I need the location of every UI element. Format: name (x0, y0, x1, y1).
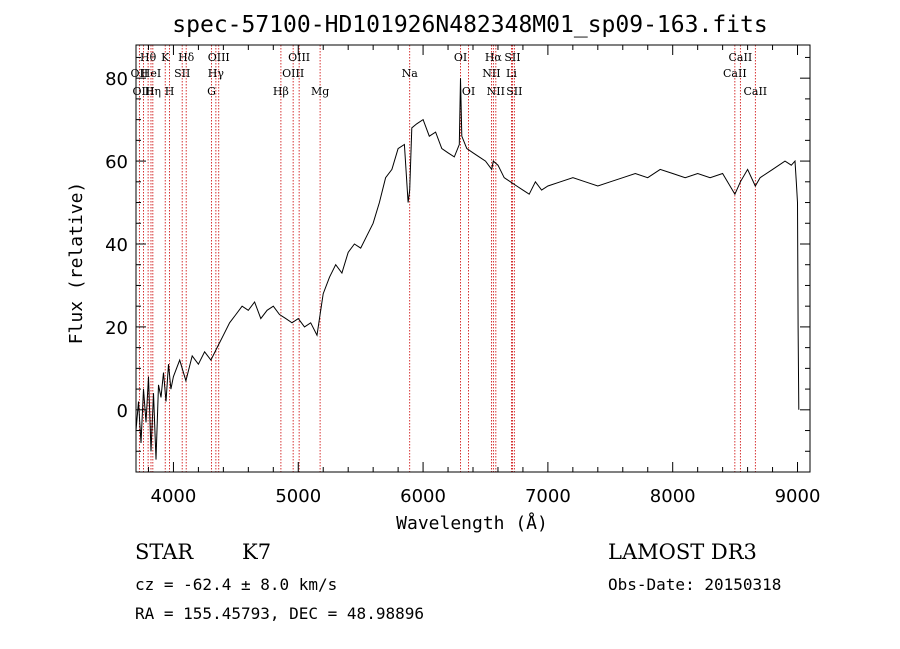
line-label-11: G (207, 85, 216, 98)
line-label-1: OII (131, 67, 149, 80)
line-label-2: HeI (141, 67, 161, 80)
chart-title: spec-57100-HD101926N482348M01_sp09-163.f… (172, 12, 767, 38)
subclass-label: K7 (242, 540, 272, 564)
line-label-8: Hδ (178, 51, 195, 64)
coordinates-text: RA = 155.45793, DEC = 48.98896 (135, 604, 424, 623)
line-label-26: CaII (723, 67, 747, 80)
line-label-23: Li (506, 67, 517, 80)
x-tick-label-0: 4000 (151, 486, 197, 507)
spectral-line-markers (138, 45, 756, 472)
survey-label: LAMOST DR3 (608, 540, 757, 564)
x-tick-label-5: 9000 (775, 486, 821, 507)
y-tick-label-3: 60 (105, 152, 128, 173)
y-tick-label-1: 20 (105, 318, 128, 339)
y-tick-label-0: 0 (117, 401, 128, 422)
x-tick-label-3: 7000 (525, 486, 571, 507)
x-axis-label: Wavelength (Å) (396, 512, 548, 534)
line-label-6: H (165, 85, 175, 98)
y-tick-label-4: 80 (105, 69, 128, 90)
x-axis-ticks: 4000 5000 6000 7000 8000 9000 (147, 45, 821, 507)
line-label-25: CaII (729, 51, 753, 64)
line-label-15: Mg (311, 85, 329, 98)
line-label-24: SII (506, 85, 522, 98)
x-tick-label-1: 5000 (275, 486, 321, 507)
spectrum-chart: spec-57100-HD101926N482348M01_sp09-163.f… (66, 12, 821, 534)
line-label-7: SII (174, 67, 190, 80)
line-label-9: OIII (208, 51, 230, 64)
line-label-22: SII (504, 51, 520, 64)
obs-date-text: Obs-Date: 20150318 (608, 575, 782, 594)
line-label-13: OIII (282, 67, 304, 80)
line-label-21: NII (487, 85, 505, 98)
line-label-0: Hθ (140, 51, 157, 64)
x-tick-label-2: 6000 (400, 486, 446, 507)
plot-frame (135, 44, 811, 473)
y-axis-label: Flux (relative) (66, 182, 87, 345)
line-label-20: NII (482, 67, 500, 80)
class-label: STAR (135, 540, 194, 564)
redshift-text: cz = -62.4 ± 8.0 km/s (135, 575, 338, 594)
y-axis-ticks: 0 20 40 60 80 (105, 56, 810, 452)
line-label-10: Hγ (208, 67, 225, 80)
line-label-18: OI (462, 85, 475, 98)
line-label-19: Hα (485, 51, 503, 64)
line-label-14: Hβ (273, 85, 289, 98)
x-tick-label-4: 8000 (650, 486, 696, 507)
y-tick-label-2: 40 (105, 235, 128, 256)
line-label-17: OI (454, 51, 467, 64)
line-label-16: Na (402, 67, 419, 80)
line-label-3: OIII (132, 85, 154, 98)
line-label-5: K (161, 51, 170, 64)
spectrum-series-line (135, 78, 800, 460)
line-label-4: Hη (145, 85, 161, 98)
line-label-12: OIII (288, 51, 310, 64)
line-label-27: CaII (743, 85, 767, 98)
